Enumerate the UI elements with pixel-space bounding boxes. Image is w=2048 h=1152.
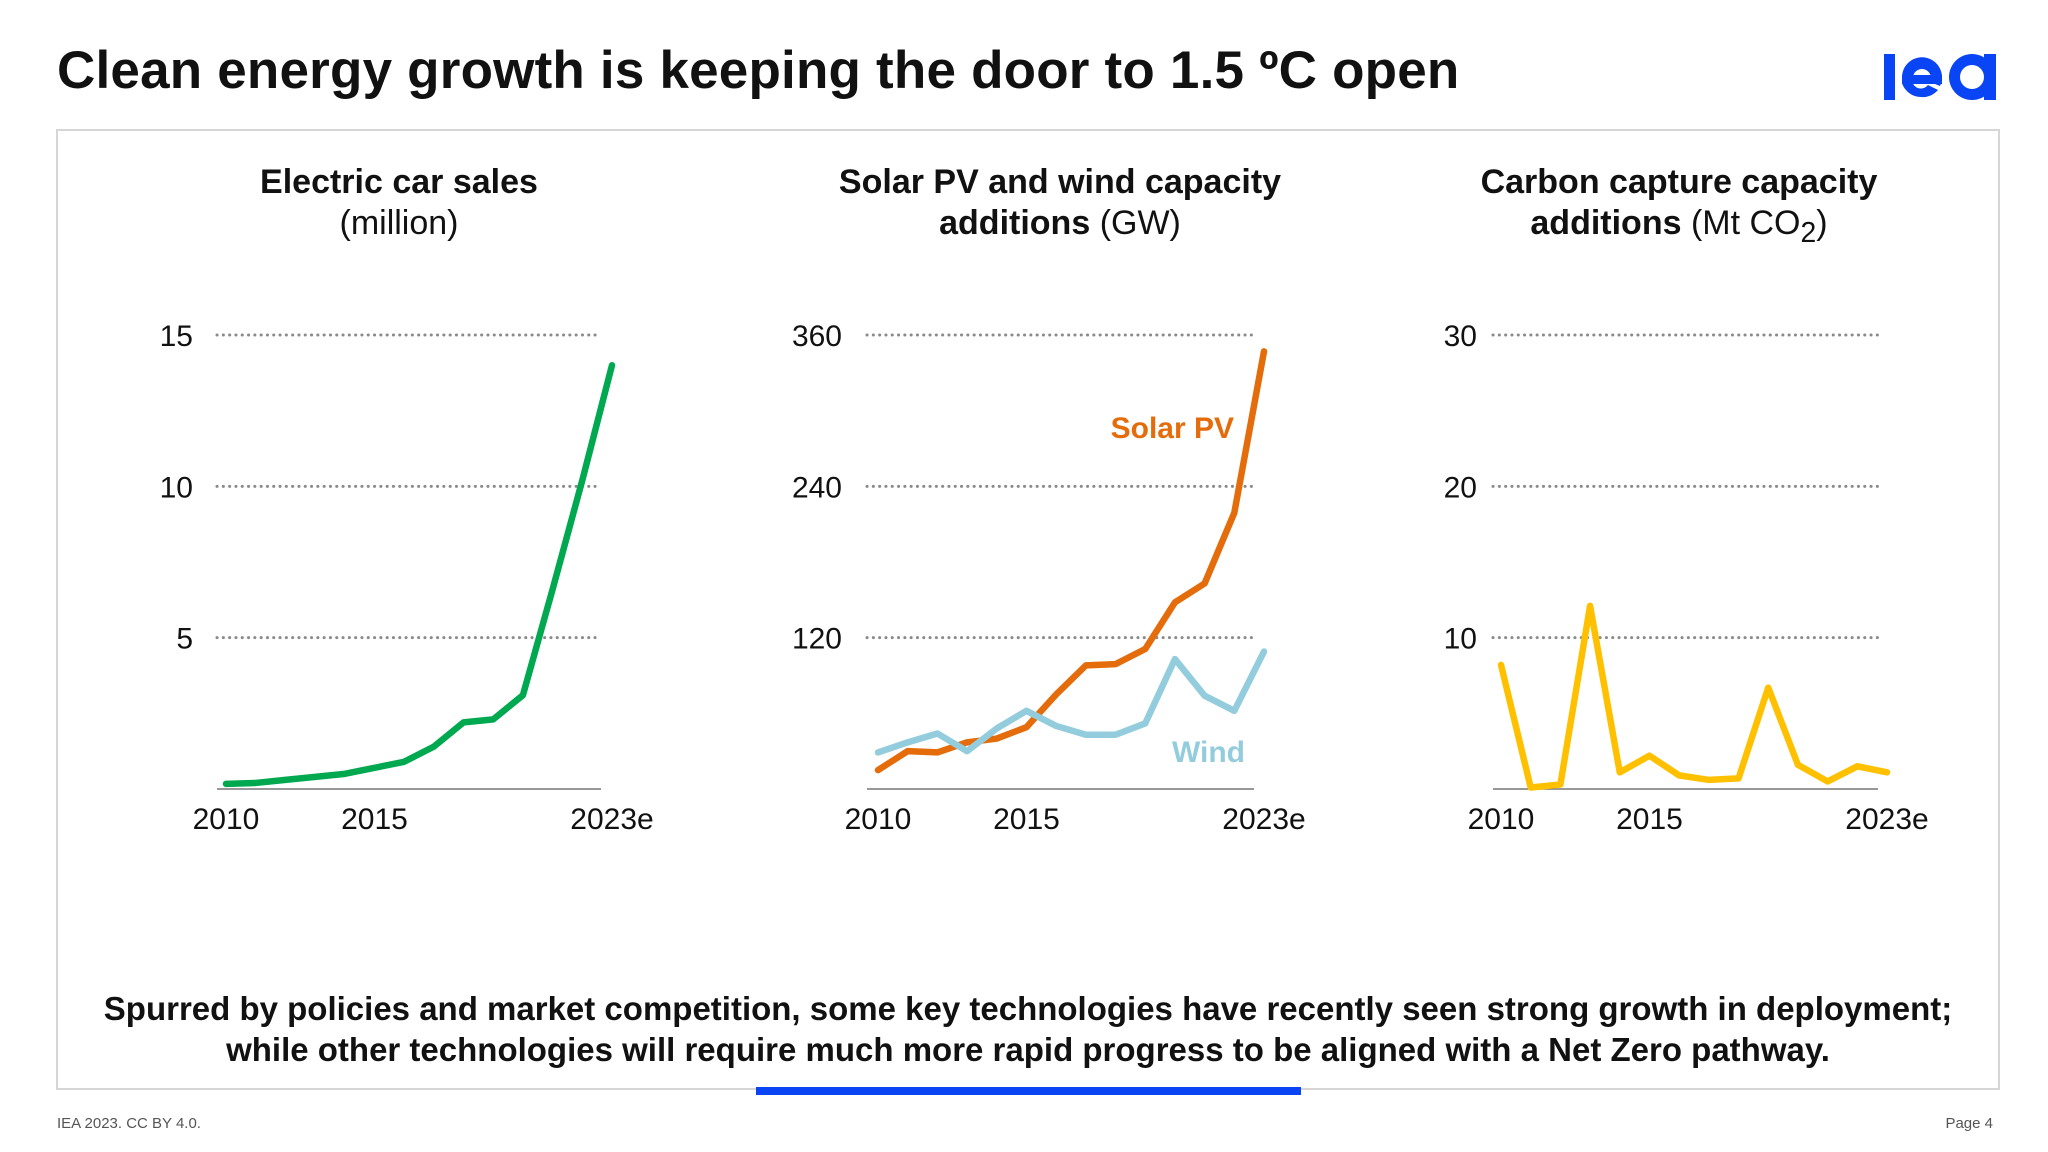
chart-unit: (million): [339, 204, 459, 242]
x-tick-label: 2015: [341, 803, 408, 836]
y-tick-label: 15: [160, 320, 193, 353]
y-tick-label: 10: [160, 471, 193, 504]
chart-title-text: additions: [1530, 204, 1682, 242]
x-tick-label: 2023e: [1845, 803, 1928, 836]
chart-1: 120 240 360 2010 2015 2023e Solar PV Wind: [792, 320, 1306, 836]
chart-0: 5 10 15 2010 2015 2023e: [160, 320, 654, 836]
summary-text: Spurred by policies and market competiti…: [56, 988, 2000, 1070]
y-tick-label: 10: [1444, 623, 1477, 656]
x-tick-label: 2023e: [570, 803, 653, 836]
series-line: [222, 362, 616, 788]
x-tick-label: 2010: [1468, 803, 1535, 836]
series-label: Solar PV: [1111, 412, 1234, 445]
y-tick-label: 5: [176, 623, 193, 656]
chart-unit: (GW): [1099, 204, 1181, 242]
x-tick-label: 2015: [1616, 803, 1683, 836]
y-tick-label: 360: [792, 320, 842, 353]
x-tick-label: 2015: [993, 803, 1060, 836]
chart-title-text: Electric car sales: [260, 163, 538, 201]
chart-title-solar-wind: Solar PV and wind capacity additions (GW…: [780, 162, 1340, 244]
y-tick-label: 240: [792, 471, 842, 504]
series-label: Wind: [1172, 736, 1245, 769]
y-tick-label: 120: [792, 623, 842, 656]
page-title: Clean energy growth is keeping the door …: [57, 41, 1460, 100]
iea-logo: [1884, 54, 1996, 100]
summary-line: Spurred by policies and market competiti…: [103, 990, 1953, 1027]
series-line-wind: [874, 648, 1268, 756]
x-tick-label: 2010: [845, 803, 912, 836]
y-tick-label: 20: [1444, 471, 1477, 504]
x-tick-label: 2010: [193, 803, 260, 836]
chart-unit-subscript: 2: [1800, 216, 1817, 249]
series-line-solar-pv: [874, 348, 1268, 774]
chart-title-ev: Electric car sales (million): [119, 162, 679, 244]
accent-bar: [756, 1087, 1301, 1095]
series-line: [1497, 602, 1891, 791]
y-tick-label: 30: [1444, 320, 1477, 353]
footer-copyright: IEA 2023. CC BY 4.0.: [57, 1115, 201, 1132]
chart-title-text: additions: [939, 204, 1091, 242]
chart-unit: (Mt CO: [1690, 204, 1801, 242]
summary-line: while other technologies will require mu…: [226, 1031, 1830, 1068]
chart-title-text: Carbon capture capacity: [1480, 163, 1878, 201]
chart-2: 10 20 30 2010 2015 2023e: [1444, 320, 1929, 836]
chart-title-text: Solar PV and wind capacity: [838, 163, 1282, 201]
chart-unit: ): [1816, 204, 1828, 242]
chart-title-ccus: Carbon capture capacity additions (Mt CO…: [1399, 162, 1959, 254]
x-tick-label: 2023e: [1222, 803, 1305, 836]
footer-page-number: Page 4: [1945, 1115, 1993, 1132]
